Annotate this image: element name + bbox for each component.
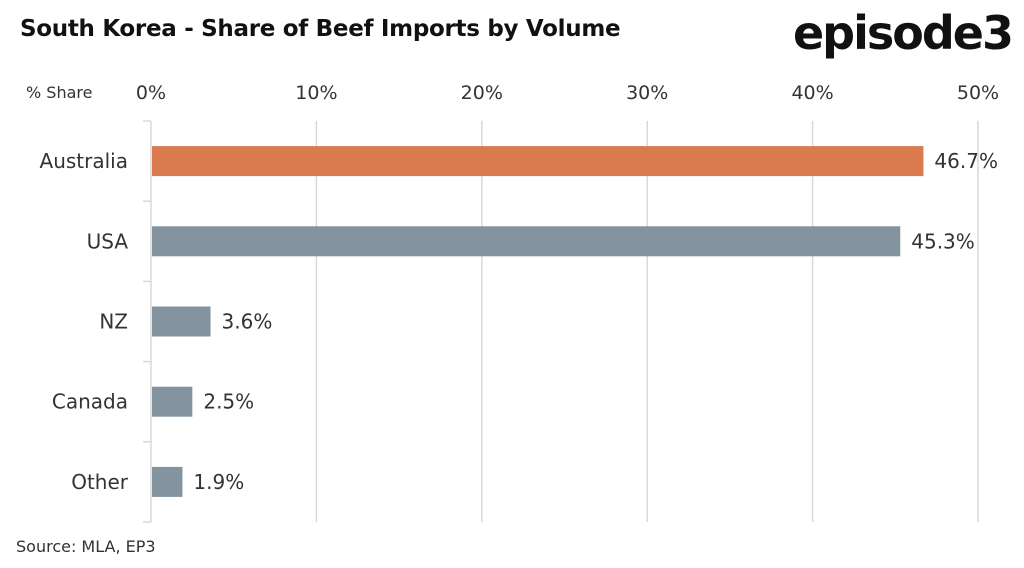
bar-nz [152,306,211,337]
bar-usa [152,226,901,257]
source-note: Source: MLA, EP3 [16,537,156,556]
data-label: 3.6% [222,310,273,334]
x-tick-label: 40% [791,82,833,104]
data-label: 1.9% [193,470,244,494]
bar-other [152,466,183,497]
bar-australia [152,146,924,177]
x-tick-label: 30% [626,82,668,104]
x-tick-label: 10% [295,82,337,104]
category-label: USA [87,229,129,253]
x-tick-label: 0% [136,82,166,104]
x-tick-label: 50% [957,82,999,104]
category-label: Australia [40,149,128,173]
episode3-logo: episode3 [792,6,1014,60]
x-axis-label: % Share [26,83,92,102]
x-tick-label: 20% [461,82,503,104]
category-label: Other [71,470,129,494]
data-label: 46.7% [934,149,998,173]
data-label: 45.3% [911,229,975,253]
category-label: Canada [52,390,128,414]
bar-canada [152,386,193,417]
category-label: NZ [99,310,128,334]
chart-title: South Korea - Share of Beef Imports by V… [20,16,621,42]
data-label: 2.5% [203,390,254,414]
